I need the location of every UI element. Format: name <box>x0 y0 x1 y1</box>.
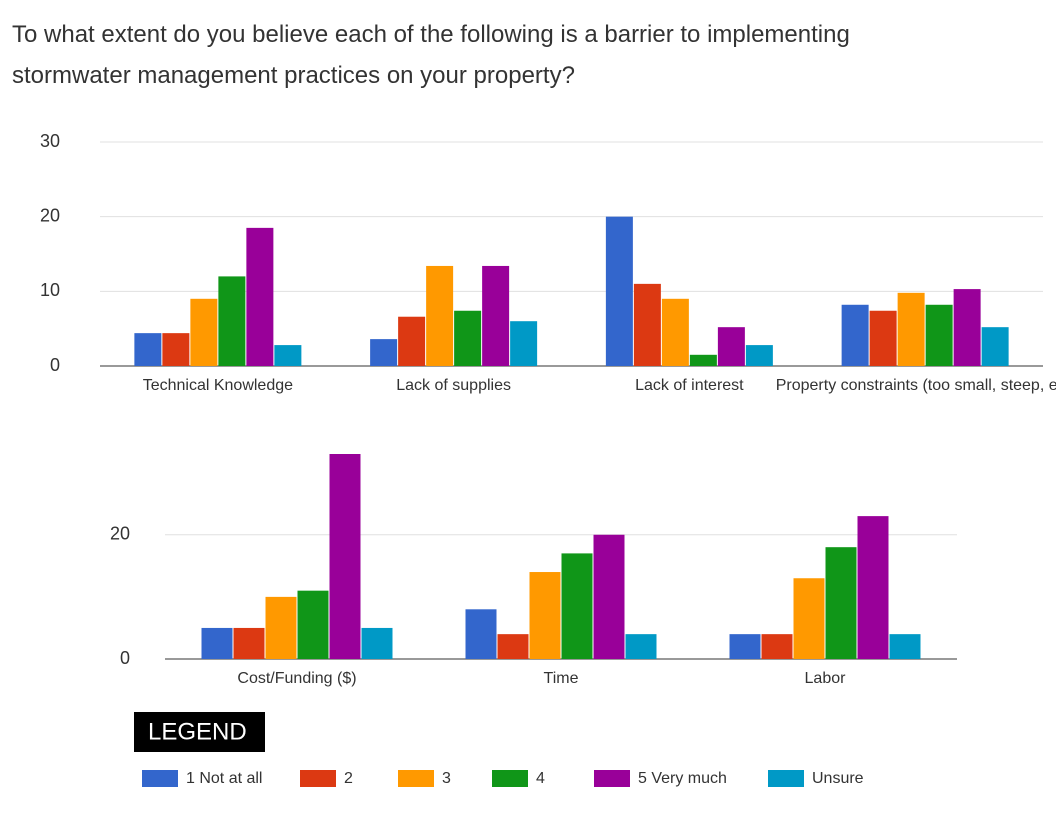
x-tick-label: Time <box>544 670 579 687</box>
bar <box>561 553 593 659</box>
bar <box>529 572 561 659</box>
legend-title: LEGEND <box>148 718 247 745</box>
legend-label: 3 <box>442 770 451 787</box>
bar <box>265 596 297 659</box>
y-tick-label: 20 <box>40 205 60 225</box>
bar <box>841 304 869 366</box>
y-tick-label: 0 <box>120 648 130 668</box>
x-tick-label: Technical Knowledge <box>143 377 293 394</box>
bar <box>482 265 510 366</box>
bar <box>426 265 454 366</box>
legend-label: Unsure <box>812 770 864 787</box>
legend-label: 4 <box>536 770 545 787</box>
y-tick-label: 10 <box>40 280 60 300</box>
bar <box>361 627 393 659</box>
bar <box>218 276 246 366</box>
bar <box>729 634 761 659</box>
bar <box>633 283 661 366</box>
y-tick-label: 0 <box>50 355 60 375</box>
bar <box>897 292 925 366</box>
bar <box>246 227 274 366</box>
bar <box>925 304 953 366</box>
bar <box>825 547 857 659</box>
x-tick-label: Lack of supplies <box>396 377 511 394</box>
bar <box>605 216 633 366</box>
y-tick-label: 20 <box>110 524 130 544</box>
legend-label: 1 Not at all <box>186 770 262 787</box>
bar <box>233 627 265 659</box>
legend-swatch <box>300 770 336 787</box>
legend-label: 2 <box>344 770 353 787</box>
bar <box>869 310 897 366</box>
x-tick-label: Cost/Funding ($) <box>237 670 356 687</box>
bar <box>190 298 218 366</box>
question-title: To what extent do you believe each of th… <box>12 21 850 89</box>
bar <box>370 339 398 366</box>
bar <box>981 327 1009 366</box>
bar <box>661 298 689 366</box>
bar <box>745 345 773 366</box>
legend-swatch <box>768 770 804 787</box>
x-tick-label: Property constraints (too small, steep, … <box>776 377 1056 394</box>
bar <box>162 333 190 366</box>
bar <box>953 289 981 366</box>
bar <box>398 316 426 366</box>
bar <box>593 534 625 659</box>
bar <box>717 327 745 366</box>
bar <box>497 634 529 659</box>
bar <box>329 454 361 659</box>
bar <box>510 321 538 366</box>
bar <box>761 634 793 659</box>
legend-title-box <box>134 712 265 752</box>
bar <box>857 516 889 659</box>
bar <box>274 345 302 366</box>
bar <box>625 634 657 659</box>
bar <box>689 354 717 366</box>
bar <box>793 578 825 659</box>
y-tick-label: 30 <box>40 131 60 151</box>
bar <box>297 590 329 659</box>
legend-swatch <box>492 770 528 787</box>
bar <box>201 627 233 659</box>
x-tick-label: Lack of interest <box>635 377 744 394</box>
legend-swatch <box>398 770 434 787</box>
x-tick-label: Labor <box>805 670 847 687</box>
bar <box>134 333 162 366</box>
bar <box>465 609 497 659</box>
bar <box>889 634 921 659</box>
legend-label: 5 Very much <box>638 770 727 787</box>
legend-swatch <box>594 770 630 787</box>
bar <box>454 310 482 366</box>
legend-swatch <box>142 770 178 787</box>
